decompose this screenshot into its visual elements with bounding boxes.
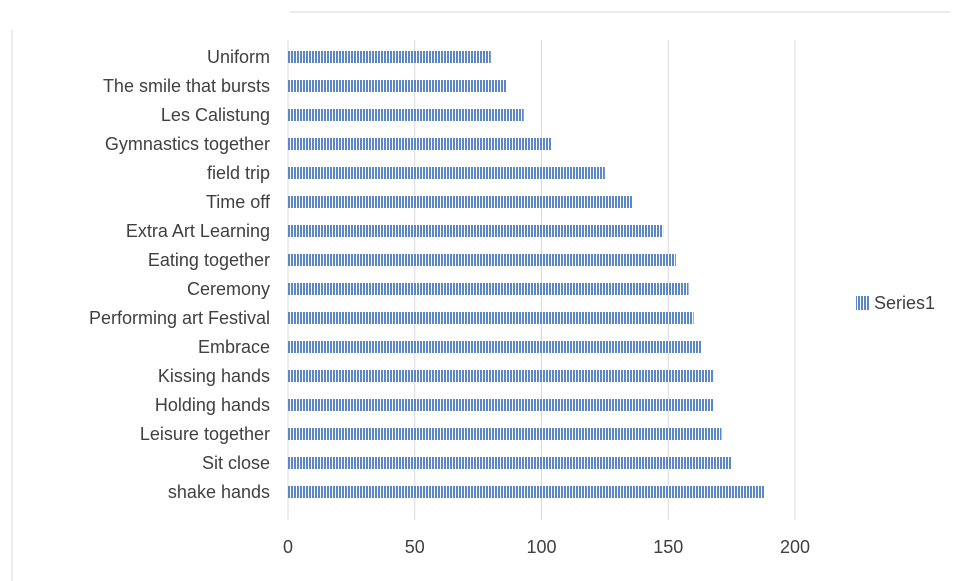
x-tick-label-150: 150 xyxy=(653,537,683,557)
bar-10 xyxy=(288,196,633,208)
bar-13 xyxy=(288,109,524,121)
bar-6 xyxy=(288,312,694,324)
bar-9 xyxy=(288,225,664,237)
category-label-0: shake hands xyxy=(168,482,270,502)
category-label-7: Ceremony xyxy=(187,279,270,299)
x-tick-label-0: 0 xyxy=(283,537,293,557)
category-label-1: Sit close xyxy=(202,453,270,473)
category-label-13: Les Calistung xyxy=(161,105,270,125)
legend: Series1 xyxy=(856,293,935,313)
x-tick-label-50: 50 xyxy=(405,537,425,557)
bar-2 xyxy=(288,428,722,440)
legend-label: Series1 xyxy=(874,293,935,313)
bar-11 xyxy=(288,167,605,179)
category-label-10: Time off xyxy=(206,192,271,212)
category-label-5: Embrace xyxy=(198,337,270,357)
bar-7 xyxy=(288,283,689,295)
bar-3 xyxy=(288,399,714,411)
category-label-15: Uniform xyxy=(207,47,270,67)
category-label-9: Extra Art Learning xyxy=(126,221,270,241)
bar-5 xyxy=(288,341,702,353)
category-label-4: Kissing hands xyxy=(158,366,270,386)
x-tick-labels: 0 50 100 150 200 xyxy=(283,537,810,557)
category-label-6: Performing art Festival xyxy=(89,308,270,328)
x-tick-label-200: 200 xyxy=(780,537,810,557)
category-label-11: field trip xyxy=(207,163,270,183)
x-tick-label-100: 100 xyxy=(526,537,556,557)
category-label-14: The smile that bursts xyxy=(103,76,270,96)
bar-4 xyxy=(288,370,714,382)
bar-1 xyxy=(288,457,732,469)
category-label-8: Eating together xyxy=(148,250,270,270)
category-label-2: Leisure together xyxy=(140,424,270,444)
bar-8 xyxy=(288,254,676,266)
bar-0 xyxy=(288,486,765,498)
bar-12 xyxy=(288,138,552,150)
category-labels: shake hands Sit close Leisure together Hold… xyxy=(89,47,271,502)
category-label-12: Gymnastics together xyxy=(105,134,270,154)
bar-15 xyxy=(288,51,491,63)
legend-swatch xyxy=(856,296,870,310)
category-label-3: Holding hands xyxy=(155,395,270,415)
bar-14 xyxy=(288,80,507,92)
bars xyxy=(288,51,765,498)
